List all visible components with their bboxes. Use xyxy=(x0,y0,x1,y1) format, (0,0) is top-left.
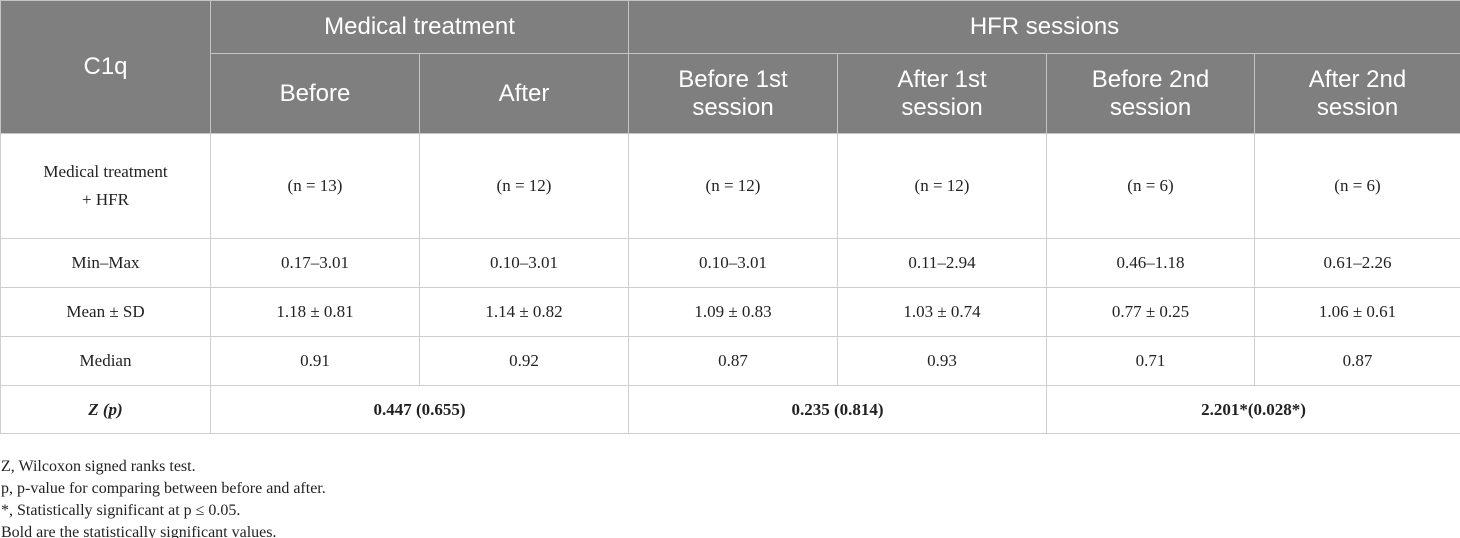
footnote: Bold are the statistically significant v… xyxy=(1,524,277,538)
column-header: After xyxy=(419,53,629,134)
cell: 0.17–3.01 xyxy=(210,238,420,288)
cell: 0.71 xyxy=(1046,336,1255,386)
footnote: p, p-value for comparing between before … xyxy=(1,480,326,497)
table-row: Median 0.91 0.92 0.87 0.93 0.71 0.87 xyxy=(0,336,1460,386)
cell: 1.09 ± 0.83 xyxy=(628,287,838,337)
table-row: Min–Max 0.17–3.01 0.10–3.01 0.10–3.01 0.11–2… xyxy=(0,238,1460,288)
cell: 0.77 ± 0.25 xyxy=(1046,287,1255,337)
table-row: Medical treatment + HFR (n = 13) (n = 12)(… xyxy=(0,133,1460,239)
footnotes: Z, Wilcoxon signed ranks test. p, p-value… xyxy=(1,456,1460,538)
cell: 0.10–3.01 xyxy=(419,238,629,288)
data-table: C1q Medical treatment HFR sessions Befor… xyxy=(0,0,1460,434)
row-label: Min–Max xyxy=(0,238,211,288)
cell: 0.91 xyxy=(210,336,420,386)
table-row: Mean ± SD 1.18 ± 0.81 1.14 ± 0.82 1.09 ± 0.… xyxy=(0,287,1460,337)
cell: 0.10–3.01 xyxy=(628,238,838,288)
cell: 0.61–2.26 xyxy=(1254,238,1460,288)
cell: 0.46–1.18 xyxy=(1046,238,1255,288)
cell: 0.87 xyxy=(628,336,838,386)
group-header: Medical treatment xyxy=(210,0,629,54)
cell: 0.92 xyxy=(419,336,629,386)
column-header: After 2nd session xyxy=(1254,53,1460,134)
row-label: Medical treatment + HFR xyxy=(0,133,211,239)
cell: 0.87 xyxy=(1254,336,1460,386)
cell: 0.11–2.94 xyxy=(837,238,1047,288)
cell: 1.03 ± 0.74 xyxy=(837,287,1047,337)
cell: 0.93 xyxy=(837,336,1047,386)
table-body: Medical treatment + HFR (n = 13) (n = 12)(… xyxy=(0,133,1460,386)
cell: (n = 13) xyxy=(210,133,420,239)
cell: (n = 6) xyxy=(1254,133,1460,239)
cell: (n = 12) xyxy=(837,133,1047,239)
header-row: C1q Medical treatment HFR sessions xyxy=(0,0,1460,134)
cell: 1.06 ± 0.61 xyxy=(1254,287,1460,337)
column-header: Before 2nd session xyxy=(1046,53,1255,134)
group-header: HFR sessions xyxy=(628,0,1460,54)
column-header: Before xyxy=(210,53,420,134)
corner-cell: C1q xyxy=(0,0,211,134)
row-label: Mean ± SD xyxy=(0,287,211,337)
cell: 0.447 (0.655) xyxy=(210,385,629,434)
cell: 0.235 (0.814) xyxy=(628,385,1047,434)
cell: (n = 12) xyxy=(419,133,629,239)
cell: 1.18 ± 0.81 xyxy=(210,287,420,337)
cell: (n = 6) xyxy=(1046,133,1255,239)
column-header: Before 1st session xyxy=(628,53,838,134)
row-label: Median xyxy=(0,336,211,386)
cell: 2.201*(0.028*) xyxy=(1046,385,1460,434)
column-header: After 1st session xyxy=(837,53,1047,134)
footnote: Z, Wilcoxon signed ranks test. xyxy=(1,458,196,475)
z-row: Z (p) 0.447 (0.655) 0.235 (0.814) 2.201*… xyxy=(0,385,1460,434)
header-row: Before After Before 1st session After 1s… xyxy=(1,53,1460,134)
cell: (n = 12) xyxy=(628,133,838,239)
row-label: Z (p) xyxy=(0,385,211,434)
footnote: *, Statistically significant at p ≤ 0.05… xyxy=(1,502,241,519)
cell: 1.14 ± 0.82 xyxy=(419,287,629,337)
